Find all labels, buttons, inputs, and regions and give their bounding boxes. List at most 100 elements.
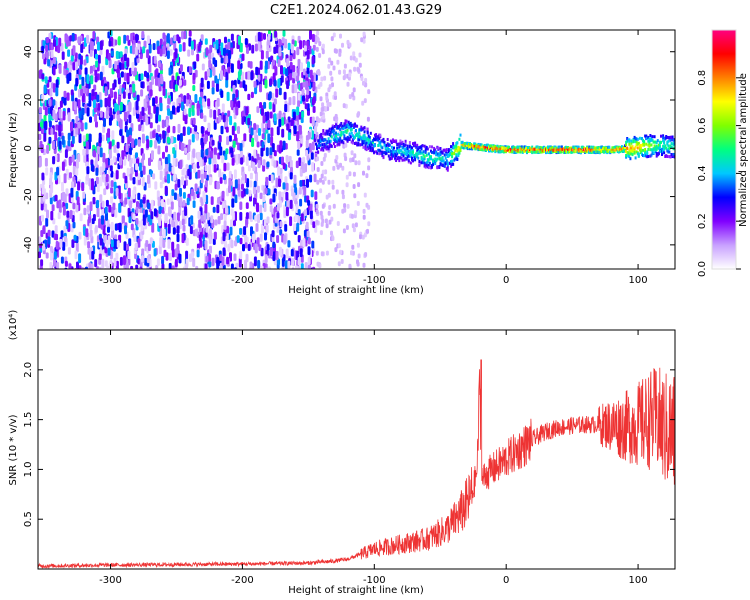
heatmap-cell — [152, 130, 156, 139]
heatmap-cell — [435, 152, 438, 156]
heatmap-cell — [531, 145, 534, 149]
heatmap-cell — [455, 144, 458, 148]
heatmap-cell — [127, 39, 131, 46]
heatmap-cell — [197, 210, 201, 220]
heatmap-cell — [215, 83, 219, 92]
heatmap-cell — [353, 66, 357, 72]
heatmap-cell — [431, 165, 433, 169]
heatmap-cell — [41, 214, 44, 222]
heatmap-cell — [48, 114, 52, 123]
heatmap-cell — [655, 152, 658, 155]
x-tick-label: -200 — [231, 275, 254, 286]
heatmap-cell — [220, 70, 223, 81]
heatmap-cell — [269, 78, 273, 86]
heatmap-cell — [658, 146, 661, 150]
heatmap-cell — [386, 142, 389, 146]
heatmap-cell — [312, 105, 316, 113]
heatmap-cell — [253, 80, 257, 88]
heatmap-cell — [292, 111, 296, 121]
heatmap-cell — [660, 140, 662, 144]
heatmap-cell — [239, 227, 243, 235]
heatmap-cell — [249, 261, 253, 269]
heatmap-cell — [200, 77, 204, 88]
heatmap-cell — [316, 167, 320, 172]
heatmap-cell — [289, 73, 292, 81]
heatmap-cell — [342, 75, 346, 81]
heatmap-cell — [567, 148, 570, 152]
heatmap-cell — [231, 125, 235, 136]
heatmap-cell — [513, 146, 516, 150]
heatmap-cell — [157, 124, 161, 133]
heatmap-cell — [143, 98, 147, 108]
heatmap-cell — [358, 128, 361, 132]
heatmap-cell — [349, 55, 353, 61]
heatmap-cell — [364, 144, 367, 148]
heatmap-cell — [316, 133, 318, 137]
heatmap-cell — [305, 94, 309, 102]
heatmap-cell — [428, 156, 431, 160]
heatmap-cell — [134, 243, 138, 251]
heatmap-cell — [213, 147, 217, 156]
heatmap-cell — [310, 189, 314, 198]
heatmap-cell — [500, 149, 503, 153]
heatmap-cell — [114, 61, 118, 70]
heatmap-cell — [315, 219, 319, 225]
heatmap-cell — [489, 147, 491, 151]
heatmap-cell — [167, 154, 171, 164]
heatmap-cell — [461, 145, 464, 149]
heatmap-cell — [662, 149, 665, 153]
heatmap-cell — [538, 149, 541, 153]
heatmap-cell — [340, 122, 343, 125]
heatmap-cell — [183, 95, 187, 104]
heatmap-cell — [653, 144, 656, 148]
heatmap-cell — [231, 198, 235, 208]
heatmap-cell — [98, 266, 102, 269]
heatmap-cell — [531, 150, 534, 154]
heatmap-cell — [209, 245, 212, 254]
heatmap-cell — [205, 47, 209, 56]
heatmap-cell — [668, 155, 671, 159]
heatmap-cell — [92, 196, 96, 205]
heatmap-cell — [250, 91, 254, 99]
heatmap-cell — [152, 97, 156, 107]
heatmap-cell — [181, 31, 184, 40]
heatmap-cell — [115, 252, 119, 260]
heatmap-cell — [54, 154, 58, 162]
heatmap-cell — [404, 148, 407, 152]
heatmap-cell — [64, 61, 68, 69]
heatmap-cell — [180, 142, 184, 152]
heatmap-cell — [302, 81, 306, 88]
heatmap-cell — [218, 168, 222, 178]
heatmap-cell — [404, 156, 407, 160]
heatmap-cell — [620, 145, 623, 149]
heatmap-cell — [75, 115, 79, 124]
heatmap-cell — [56, 261, 60, 269]
heatmap-cell — [405, 157, 408, 161]
heatmap-cell — [145, 117, 149, 126]
heatmap-cell — [656, 139, 659, 143]
heatmap-cell — [299, 198, 303, 207]
heatmap-cell — [334, 95, 337, 100]
heatmap-cell — [64, 260, 68, 267]
heatmap-cell — [620, 149, 623, 153]
heatmap-cell — [536, 145, 539, 149]
heatmap-cell — [128, 147, 132, 156]
heatmap-cell — [536, 150, 539, 154]
heatmap-cell — [646, 155, 649, 159]
heatmap-cell — [571, 148, 574, 152]
heatmap-cell — [228, 50, 232, 60]
heatmap-cell — [335, 138, 337, 142]
heatmap-cell — [540, 146, 543, 150]
heatmap-cell — [267, 188, 271, 196]
heatmap-cell — [363, 126, 366, 130]
heatmap-cell — [362, 137, 365, 141]
heatmap-cell — [565, 148, 567, 152]
heatmap-cell — [366, 145, 369, 149]
heatmap-cell — [286, 123, 290, 131]
heatmap-cell — [358, 134, 361, 138]
heatmap-cell — [257, 259, 261, 269]
heatmap-cell — [412, 150, 414, 154]
heatmap-cell — [209, 176, 212, 186]
heatmap-cell — [67, 247, 71, 255]
heatmap-cell — [176, 106, 180, 113]
